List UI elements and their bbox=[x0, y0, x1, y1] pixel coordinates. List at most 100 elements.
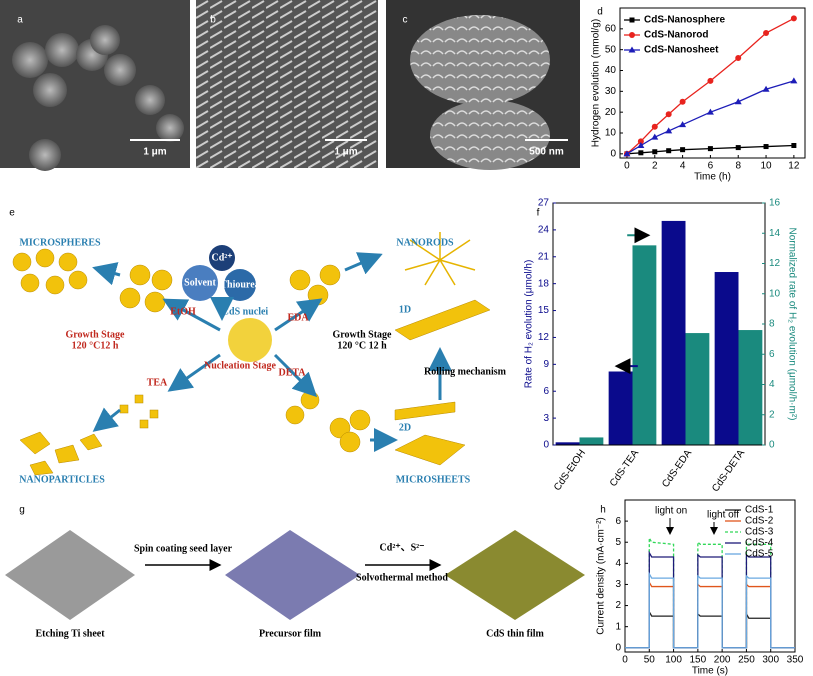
legend-label: CdS-1 bbox=[745, 505, 774, 516]
legend-marker bbox=[628, 46, 636, 53]
legend-marker bbox=[629, 17, 635, 23]
panel-letter: c bbox=[403, 15, 408, 26]
y-tick-label: 0 bbox=[615, 642, 621, 653]
panel-letter: e bbox=[9, 208, 15, 219]
y-axis-label: Current density (mA·cm⁻²) bbox=[596, 517, 607, 635]
marker bbox=[763, 30, 770, 36]
x-tick-label: 350 bbox=[787, 655, 804, 666]
diagram-e-molecules bbox=[182, 245, 256, 301]
y-tick-label: 15 bbox=[538, 305, 550, 316]
y-tick-label: 50 bbox=[605, 44, 617, 55]
y2-tick-label: 12 bbox=[769, 258, 781, 269]
y-tick-label: 10 bbox=[605, 128, 617, 139]
x-tick-label: CdS-TEA bbox=[608, 448, 641, 489]
panel-letter: d bbox=[597, 7, 603, 18]
diagram-label: 120 °C12 h bbox=[72, 340, 119, 351]
y-tick-label: 6 bbox=[615, 516, 621, 527]
bar bbox=[555, 442, 580, 445]
series-line bbox=[625, 535, 795, 649]
y-tick-label: 3 bbox=[543, 413, 549, 424]
x-tick-label: 12 bbox=[788, 161, 800, 172]
panel-letter: a bbox=[17, 15, 23, 26]
diagram-e-shapes bbox=[12, 248, 491, 476]
y2-tick-label: 4 bbox=[769, 379, 775, 390]
y-axis-label: Hydrogen evolution (mmol/g) bbox=[591, 19, 602, 147]
marker bbox=[637, 138, 644, 145]
y2-tick-label: 6 bbox=[769, 349, 775, 360]
y-tick-label: 40 bbox=[605, 65, 617, 76]
series-line bbox=[625, 579, 795, 649]
legend-label: CdS-4 bbox=[745, 538, 774, 549]
y2-tick-label: 2 bbox=[769, 409, 775, 420]
bar bbox=[738, 330, 763, 445]
panel-letter: b bbox=[210, 15, 216, 26]
bar bbox=[714, 272, 739, 445]
marker bbox=[637, 142, 645, 148]
marker bbox=[790, 77, 798, 84]
x-axis-label: Time (s) bbox=[692, 666, 728, 676]
marker bbox=[707, 146, 713, 152]
legend-label: CdS-Nanosphere bbox=[644, 15, 726, 26]
y-tick-label: 9 bbox=[543, 359, 549, 370]
x-tick-label: 100 bbox=[665, 655, 682, 666]
diagram-label: 1D bbox=[399, 304, 411, 315]
diagram-label: Thiourea bbox=[220, 279, 259, 290]
legend-label: CdS-5 bbox=[745, 549, 774, 560]
y2-tick-label: 16 bbox=[769, 198, 781, 209]
process-step: Solvothermal method bbox=[356, 572, 448, 583]
panel-letter: f bbox=[537, 208, 540, 219]
series-line bbox=[626, 80, 795, 155]
series-line bbox=[625, 550, 795, 649]
bar bbox=[579, 437, 604, 445]
diagram-label: MICROSHEETS bbox=[396, 474, 471, 485]
marker bbox=[680, 147, 686, 153]
marker bbox=[665, 127, 673, 134]
diagram-label: TEA bbox=[147, 377, 168, 388]
diagram-label: CdS nuclei bbox=[222, 306, 269, 317]
diagram-label: Rolling mechanism bbox=[424, 366, 507, 377]
y-axis-label: Rate of H₂ evolution (μmol/h) bbox=[524, 260, 535, 389]
x-tick-label: CdS-DETA bbox=[710, 448, 747, 494]
legend-marker bbox=[629, 32, 635, 38]
diagram-label: DETA bbox=[278, 367, 306, 378]
marker bbox=[734, 98, 742, 105]
y-tick-label: 21 bbox=[538, 251, 550, 262]
diagram-label: Cd²⁺ bbox=[211, 252, 232, 263]
marker bbox=[763, 144, 769, 150]
panel-letter: g bbox=[19, 505, 25, 516]
marker bbox=[665, 111, 672, 118]
marker bbox=[651, 133, 659, 140]
scale-bar-label: 1 μm bbox=[334, 147, 357, 158]
plot-frame bbox=[619, 7, 806, 159]
process-step: Cd²⁺、S²⁻ bbox=[380, 542, 425, 553]
diagram-label: Growth Stage bbox=[333, 329, 393, 340]
y-tick-label: 1 bbox=[615, 621, 621, 632]
annotation: light on bbox=[655, 506, 687, 517]
x-tick-label: 50 bbox=[644, 655, 656, 666]
diagram-g-tiles bbox=[5, 530, 585, 620]
y-tick-label: 12 bbox=[538, 332, 550, 343]
x-tick-label: 2 bbox=[652, 161, 658, 172]
y-tick-label: 60 bbox=[605, 23, 617, 34]
series-line bbox=[625, 571, 795, 649]
bar bbox=[685, 333, 710, 445]
process-step: Spin coating seed layer bbox=[134, 543, 233, 554]
legend-label: CdS-Nanorod bbox=[644, 30, 708, 41]
film-label: Etching Ti sheet bbox=[35, 628, 105, 639]
x-tick-label: 8 bbox=[735, 161, 741, 172]
series-line bbox=[625, 609, 795, 649]
y-tick-label: 0 bbox=[543, 440, 549, 451]
diagram-label: Nucleation Stage bbox=[204, 360, 277, 371]
diagram-label: NANORODS bbox=[396, 237, 454, 248]
marker bbox=[679, 98, 686, 105]
diagram-label: EDA bbox=[287, 312, 309, 323]
x-axis-label: Time (h) bbox=[694, 172, 731, 183]
x-tick-label: CdS-EDA bbox=[660, 448, 694, 490]
plot-frame bbox=[624, 499, 796, 653]
y-tick-label: 6 bbox=[543, 386, 549, 397]
x-tick-label: 200 bbox=[714, 655, 731, 666]
sem-c bbox=[386, 0, 580, 170]
y2-tick-label: 0 bbox=[769, 440, 775, 451]
scale-bar-label: 500 nm bbox=[529, 147, 564, 158]
